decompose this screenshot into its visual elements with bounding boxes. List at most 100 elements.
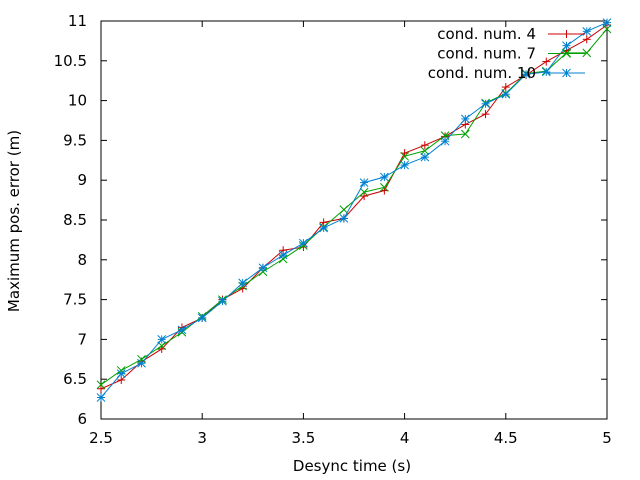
data-point (420, 152, 430, 162)
marker-stroke (258, 263, 268, 273)
legend-label: cond. num. 4 (437, 25, 536, 43)
data-point (501, 83, 510, 92)
series-3 (96, 18, 612, 402)
marker-stroke (319, 223, 328, 233)
data-point (96, 380, 106, 390)
marker-stroke (380, 172, 389, 182)
legend-entry: cond. num. 7 (437, 45, 585, 63)
y-tick-label: 7 (77, 330, 87, 348)
x-tick-label: 5 (602, 429, 612, 447)
marker-stroke (157, 341, 167, 351)
marker-stroke (137, 358, 146, 368)
data-point (460, 114, 470, 124)
y-tick-label: 7.5 (63, 291, 87, 309)
marker-stroke (582, 48, 592, 58)
marker-stroke (278, 250, 288, 260)
y-tick-label: 6 (77, 410, 87, 428)
data-point (501, 89, 511, 99)
legend-marker (562, 30, 571, 38)
marker-stroke (602, 18, 612, 27)
marker-stroke (177, 325, 187, 335)
data-point (299, 238, 308, 248)
data-point (562, 41, 571, 51)
x-tick-label: 2.5 (89, 429, 113, 447)
y-tick-label: 9 (77, 171, 87, 189)
data-point (359, 187, 369, 197)
x-tick-label: 3 (197, 429, 207, 447)
data-point (380, 183, 389, 192)
data-point (360, 192, 369, 201)
data-point (521, 69, 531, 79)
data-point (137, 358, 146, 368)
marker-stroke (96, 393, 106, 402)
marker-stroke (380, 183, 389, 192)
data-point (157, 335, 167, 344)
data-point (116, 369, 126, 378)
legend-marker (562, 68, 571, 78)
data-point (602, 18, 612, 27)
marker-stroke (197, 313, 207, 323)
data-point (218, 296, 227, 306)
data-point (380, 172, 389, 182)
x-tick-label: 4 (400, 429, 410, 447)
marker-stroke (238, 278, 248, 288)
data-point (359, 178, 369, 187)
legend-label: cond. num. 10 (428, 64, 536, 82)
x-axis-title: Desync time (s) (293, 457, 411, 475)
axis-ticks (100, 20, 608, 420)
marker-stroke (299, 238, 308, 248)
data-point (400, 151, 409, 161)
legend-label: cond. num. 7 (437, 45, 536, 63)
marker-stroke (541, 67, 551, 77)
data-point (420, 141, 429, 150)
marker-stroke (359, 187, 369, 197)
data-point (542, 57, 551, 66)
y-tick-label: 9.5 (63, 131, 87, 149)
marker-stroke (562, 68, 571, 78)
data-point (481, 110, 490, 119)
marker-stroke (420, 152, 430, 162)
data-point (400, 160, 409, 170)
marker-stroke (481, 99, 490, 109)
marker-stroke (420, 146, 430, 156)
marker-stroke (400, 160, 409, 170)
y-tick-label: 10.5 (54, 52, 87, 70)
data-point (97, 384, 105, 393)
series-layer (96, 18, 612, 402)
data-point (278, 250, 288, 260)
marker-stroke (521, 69, 531, 79)
marker-stroke (440, 136, 450, 146)
data-point (258, 263, 268, 273)
data-point (602, 24, 612, 34)
y-tick-label: 10 (68, 92, 87, 110)
marker-stroke (501, 89, 511, 99)
data-point (96, 393, 106, 402)
data-point (582, 26, 592, 36)
legend-entry: cond. num. 10 (428, 64, 585, 82)
marker-stroke (339, 214, 349, 223)
data-point (238, 278, 248, 288)
data-point (319, 223, 328, 233)
data-point (420, 146, 430, 156)
marker-stroke (460, 129, 470, 139)
data-point (339, 214, 349, 223)
axis-tick-labels: 2.5 3 3.5 4 4.5 5 6 6.5 7 7.5 8 8.5 9 9.5 10 10.5 11 (54, 12, 612, 447)
data-point (460, 129, 470, 139)
data-point (177, 325, 187, 335)
marker-stroke (339, 205, 349, 215)
marker-stroke (602, 24, 612, 34)
y-tick-label: 11 (68, 12, 87, 30)
y-tick-label: 8 (77, 251, 87, 269)
x-tick-label: 3.5 (291, 429, 315, 447)
marker-stroke (562, 41, 571, 51)
marker-stroke (157, 335, 167, 344)
legend-marker (562, 49, 571, 58)
data-point (582, 48, 592, 58)
data-point (541, 67, 551, 77)
marker-stroke (460, 114, 470, 124)
marker-stroke (359, 178, 369, 187)
data-point (339, 205, 349, 215)
